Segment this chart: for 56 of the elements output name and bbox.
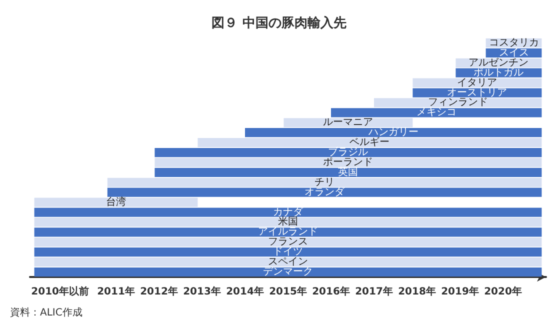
- y-tick-label: ポーランド: [323, 156, 374, 168]
- y-tick-label: ベルギー: [350, 136, 390, 148]
- y-tick-label: フィンランド: [428, 97, 488, 108]
- bar: [412, 88, 542, 98]
- y-tick-label: コスタリカ: [488, 37, 539, 48]
- y-tick-label: オーストリア: [447, 87, 508, 98]
- x-tick-label: 2013年: [183, 286, 221, 298]
- y-tick-label: メキシコ: [416, 107, 456, 118]
- bar: [154, 158, 542, 168]
- bar: [34, 198, 198, 207]
- y-tick-label: 英国: [338, 166, 358, 178]
- x-tick-label: 2018年: [398, 286, 436, 298]
- y-tick-label: ルーマニア: [323, 117, 374, 128]
- y-tick-label: 米国: [278, 216, 298, 228]
- bar: [34, 228, 542, 237]
- bar: [107, 178, 542, 187]
- bar: [331, 108, 542, 118]
- bar: [412, 78, 542, 88]
- x-tick-label: 2015年: [269, 286, 307, 298]
- y-tick-label: デンマーク: [263, 266, 313, 278]
- x-tick-label: 2011年: [97, 286, 135, 298]
- bar: [284, 118, 413, 128]
- y-tick-label: ドイツ: [273, 246, 303, 258]
- chart-title: 図９ 中国の豚肉輸入先: [212, 15, 346, 31]
- y-tick-label: オランダ: [304, 186, 346, 198]
- y-tick-label: アイルランド: [258, 226, 318, 238]
- bar: [374, 98, 542, 108]
- x-tick-label: 2014年: [226, 286, 264, 298]
- bar: [198, 138, 542, 148]
- bar: [34, 257, 542, 267]
- y-tick-label: スペイン: [268, 256, 308, 268]
- bar: [34, 267, 542, 277]
- x-tick-label: 2016年: [312, 286, 350, 298]
- y-tick-label: ブラジル: [328, 146, 368, 158]
- y-tick-label: ハンガリー: [367, 127, 418, 138]
- y-tick-label: イタリア: [457, 77, 498, 88]
- y-tick-label: フランス: [268, 236, 308, 248]
- text: 資料：ALIC作成: [10, 306, 82, 318]
- y-tick-label: スイス: [498, 47, 529, 58]
- y-tick-label: アルゼンチン: [468, 57, 529, 68]
- bar: [34, 248, 542, 257]
- y-tick-label: 台湾: [106, 196, 126, 208]
- bar: [245, 128, 542, 138]
- bar: [34, 208, 542, 217]
- bar: [154, 148, 542, 158]
- x-tick-label: 2012年: [140, 286, 178, 298]
- bar: [34, 218, 542, 227]
- bar: [154, 168, 542, 178]
- bar: [34, 238, 542, 247]
- x-tick-label: 2019年: [441, 286, 479, 298]
- y-tick-label: チリ: [314, 176, 335, 188]
- x-tick-label: 2017年: [355, 286, 393, 298]
- y-tick-label: ポルトガル: [474, 67, 524, 78]
- x-tick-label: 2010年以前: [31, 286, 90, 298]
- bar: [107, 188, 542, 197]
- x-tick-label: 2020年: [484, 286, 522, 298]
